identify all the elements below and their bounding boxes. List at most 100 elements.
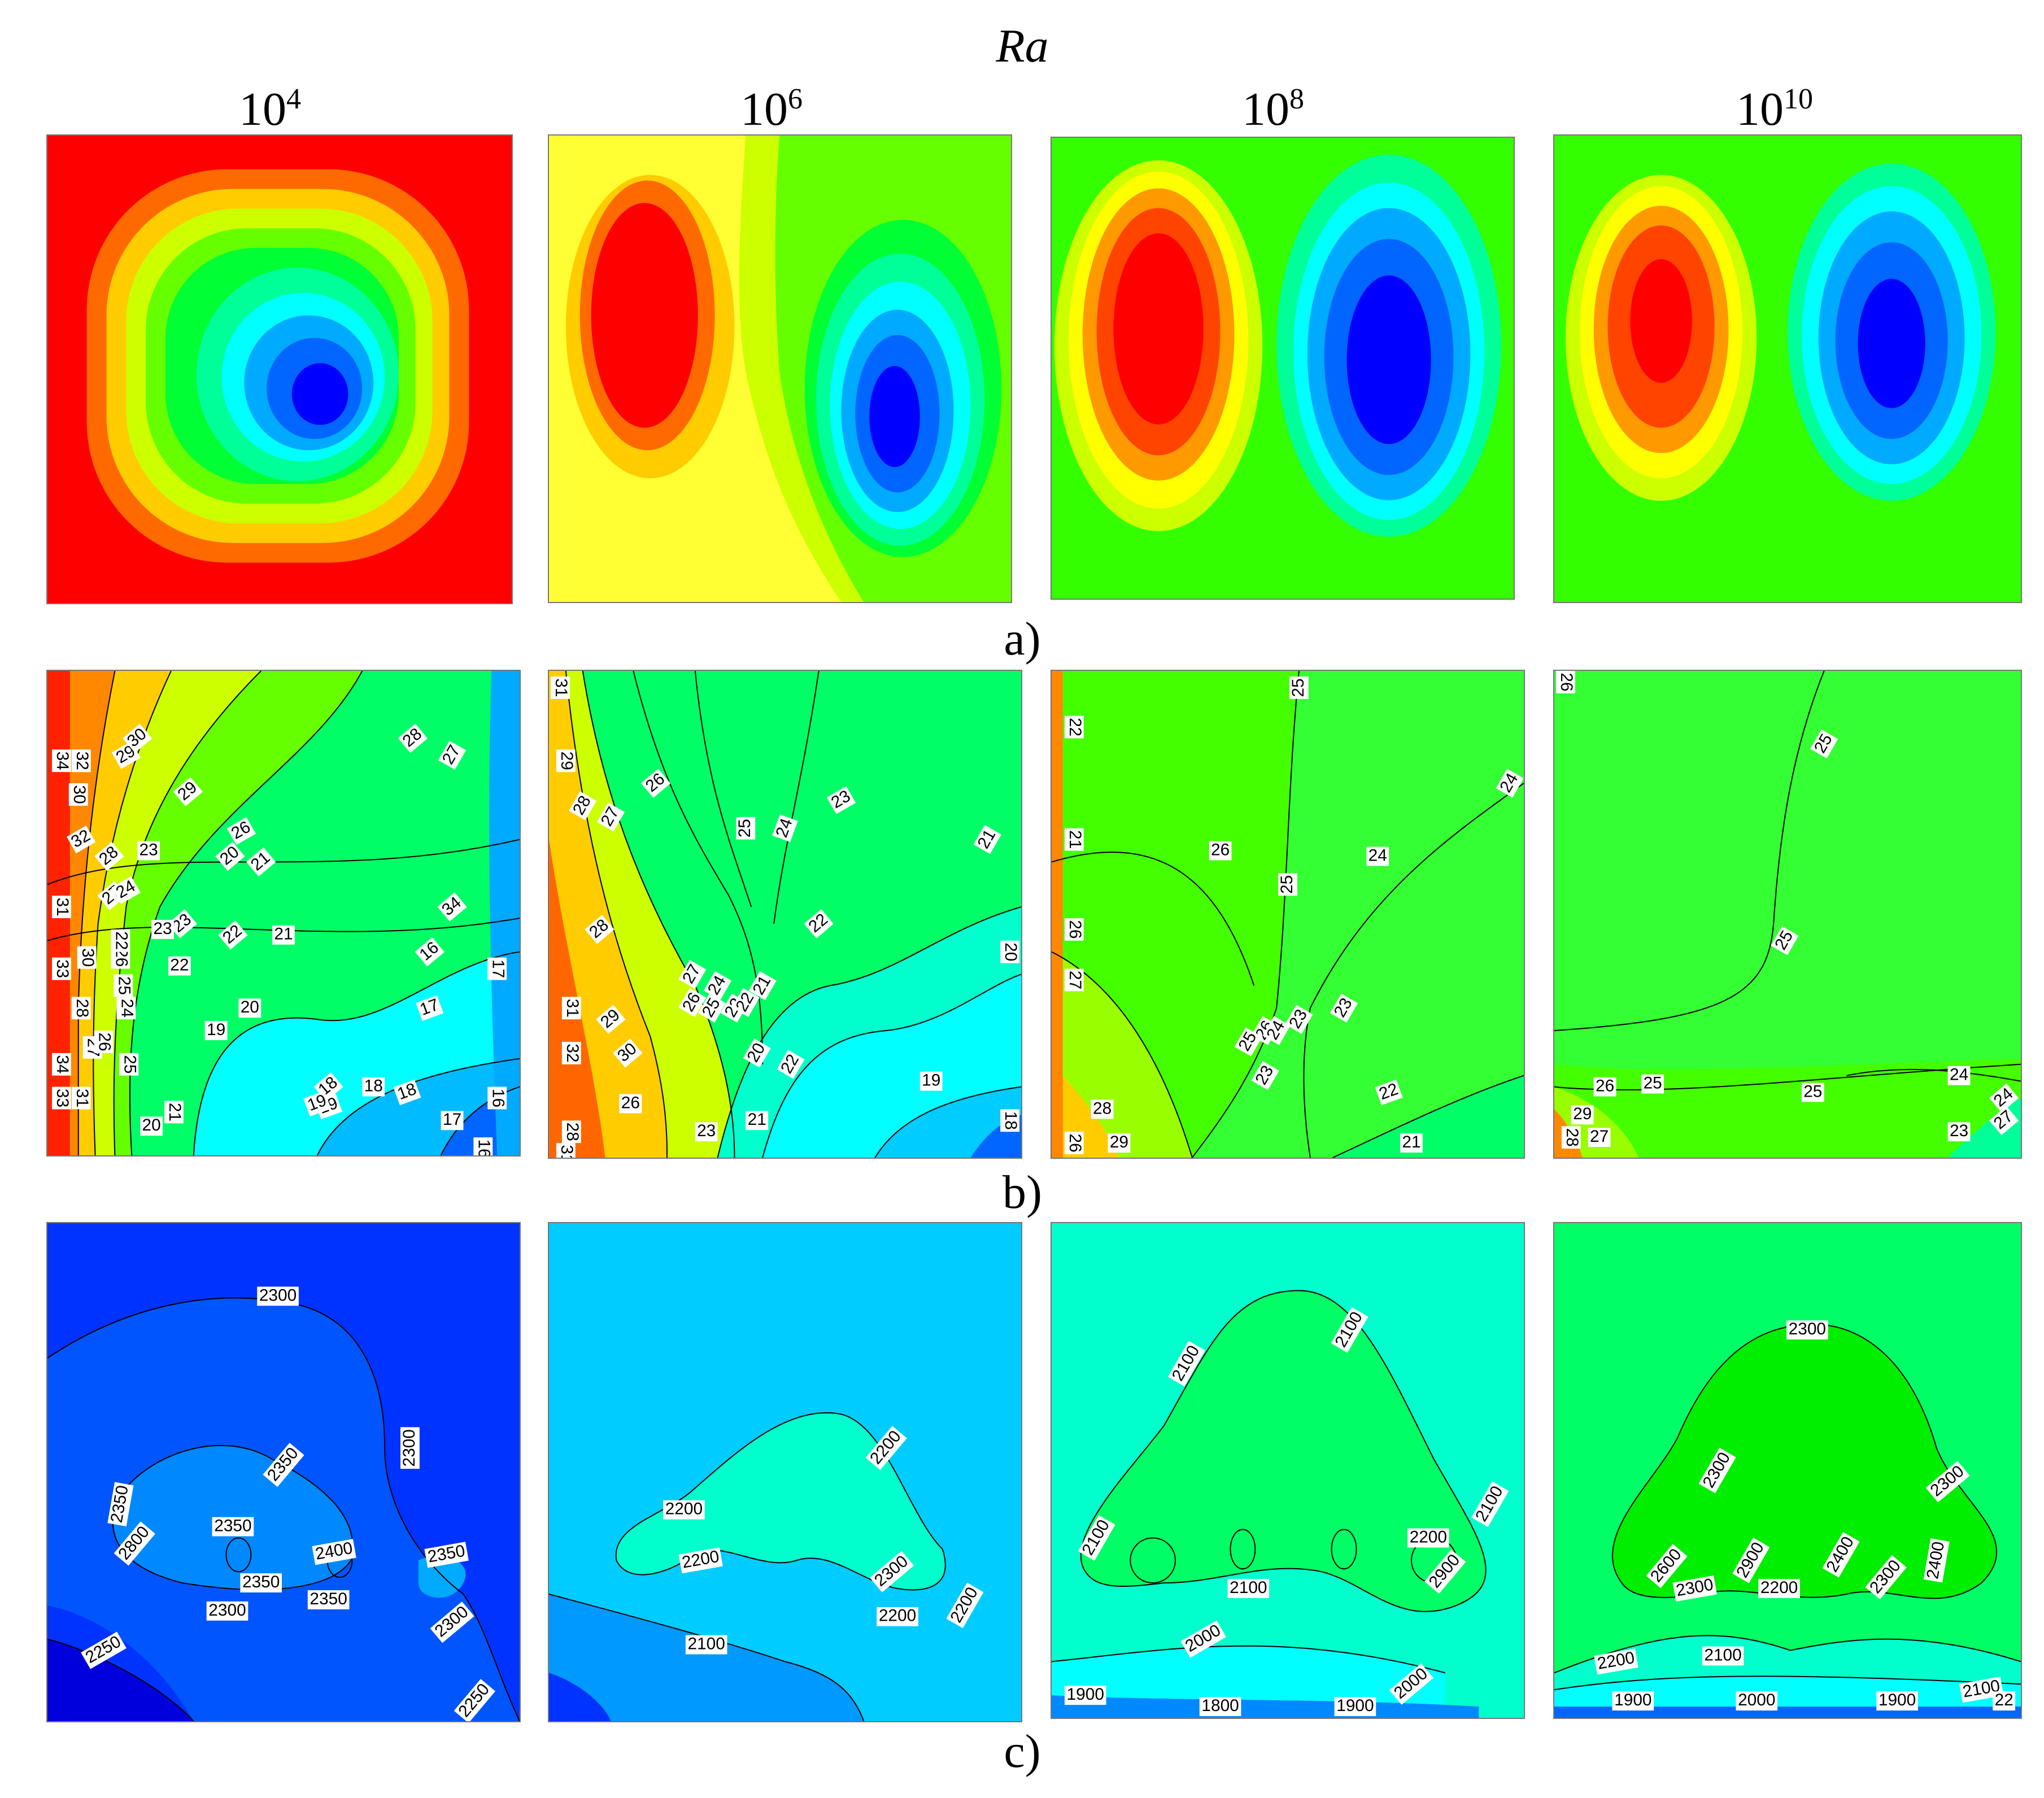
svg-text:26: 26 — [1066, 920, 1084, 939]
panel-a-4 — [1553, 134, 2022, 603]
svg-text:21: 21 — [1066, 830, 1084, 849]
contour-label: 28 — [561, 1120, 582, 1144]
contour-label: 25 — [1278, 873, 1297, 896]
svg-text:19: 19 — [922, 1071, 940, 1090]
contour-label: 2100 — [1227, 1578, 1270, 1598]
contour-label: 2100 — [685, 1635, 727, 1655]
contour-label: 17 — [487, 957, 507, 980]
contour-label: 2300 — [400, 1427, 420, 1469]
svg-text:24: 24 — [1950, 1066, 1968, 1084]
contour-label: 26 — [1555, 671, 1576, 693]
svg-text:31: 31 — [53, 897, 72, 916]
svg-text:16: 16 — [474, 1139, 493, 1155]
svg-text:31: 31 — [73, 1089, 91, 1107]
svg-text:25: 25 — [120, 1055, 139, 1073]
svg-text:17: 17 — [489, 959, 507, 978]
panel-a-2 — [548, 134, 1012, 603]
contour-label: 25 — [1801, 1082, 1824, 1102]
svg-text:1900: 1900 — [1879, 1691, 1916, 1709]
contour-label: 24 — [116, 997, 136, 1020]
contour-label: 18 — [362, 1076, 385, 1097]
svg-text:34: 34 — [53, 1055, 72, 1073]
contour-label: 21 — [1400, 1133, 1423, 1153]
svg-text:23: 23 — [140, 840, 158, 859]
svg-text:22: 22 — [112, 931, 130, 950]
contour-label: 17 — [441, 1110, 464, 1131]
contour-label: 2200 — [663, 1500, 705, 1520]
contour-label: 19 — [204, 1020, 228, 1040]
contour-label: 23 — [137, 840, 160, 861]
svg-text:2200: 2200 — [879, 1607, 916, 1625]
contour-label: 34 — [51, 1053, 72, 1076]
svg-text:2350: 2350 — [242, 1573, 280, 1591]
panel-a-3 — [1051, 137, 1515, 600]
contour-label: 18 — [1000, 1109, 1020, 1132]
contour-label: 20 — [1000, 940, 1020, 963]
contour-label: 2200 — [1407, 1528, 1449, 1548]
contour-label: 2200 — [877, 1607, 918, 1626]
svg-text:26: 26 — [621, 1093, 640, 1112]
svg-text:34: 34 — [53, 752, 72, 770]
svg-text:32: 32 — [73, 752, 91, 770]
contour-label: 29 — [556, 749, 576, 773]
svg-text:26: 26 — [1596, 1076, 1614, 1095]
svg-text:2200: 2200 — [665, 1500, 703, 1518]
contour-label: 25 — [1641, 1073, 1664, 1094]
column-heading-3: 108 — [1242, 83, 1304, 136]
row-label-a: a) — [1004, 613, 1041, 665]
svg-text:28: 28 — [73, 999, 91, 1018]
svg-text:26: 26 — [1211, 840, 1230, 859]
row-label-b: b) — [1003, 1166, 1042, 1219]
column-heading-4: 1010 — [1736, 83, 1813, 136]
panel-c-1: 2300 2300 2350 2350 2800 2400 2350 2350 2300 2250… — [46, 1222, 521, 1722]
contour-label: 26 — [1064, 918, 1084, 941]
svg-text:1900: 1900 — [1614, 1691, 1651, 1709]
svg-text:2300: 2300 — [259, 1286, 297, 1304]
panel-b-4: 25 25 24 25 24 26 25 29 28 27 26 23 27 — [1553, 670, 2022, 1159]
parameter-label: Ra — [996, 20, 1049, 72]
svg-text:16: 16 — [489, 1089, 507, 1107]
svg-text:30: 30 — [70, 785, 89, 804]
svg-text:2100: 2100 — [687, 1635, 725, 1653]
contour-label: 24 — [1947, 1066, 1971, 1085]
contour-label: 24 — [1366, 846, 1389, 866]
contour-label: 22 — [168, 955, 191, 976]
svg-text:23: 23 — [697, 1121, 716, 1140]
svg-text:29: 29 — [1110, 1133, 1128, 1151]
contour-label: 23 — [151, 919, 174, 939]
contour-label: 17 — [416, 995, 444, 1021]
svg-text:21: 21 — [165, 1103, 184, 1121]
contour-label: 2350 — [212, 1516, 254, 1537]
contour-label: 26 — [1064, 1132, 1084, 1155]
contour-label: 2300 — [206, 1601, 249, 1621]
svg-text:28: 28 — [1093, 1099, 1112, 1118]
svg-text:27: 27 — [1590, 1127, 1609, 1146]
svg-text:22: 22 — [170, 955, 189, 974]
contour-label: 21 — [1064, 828, 1084, 851]
svg-text:25: 25 — [1644, 1073, 1662, 1092]
panel-c-4: 2300 2300 2300 2600 2300 2900 2400 2300 2400 2200… — [1553, 1222, 2022, 1719]
svg-text:18: 18 — [1001, 1111, 1020, 1130]
svg-text:19: 19 — [207, 1020, 225, 1039]
svg-text:26: 26 — [1066, 1134, 1084, 1153]
contour-label: 22 — [1993, 1691, 2016, 1711]
svg-text:24: 24 — [117, 999, 136, 1018]
contour-label: 31 — [51, 896, 72, 918]
svg-text:28: 28 — [1563, 1128, 1581, 1147]
svg-text:32: 32 — [563, 1044, 582, 1062]
svg-text:25: 25 — [1289, 678, 1308, 697]
contour-label: 21 — [272, 925, 295, 945]
contour-label: 2100 — [1702, 1646, 1744, 1666]
panel-b-3: 25 26 25 24 23 22 21 27 26 25 24 23 23 22 21 26 28 29 26 24 — [1051, 670, 1525, 1159]
contour-label: 1900 — [1876, 1691, 1918, 1711]
contour-label: 30 — [77, 946, 97, 969]
svg-text:1800: 1800 — [1201, 1696, 1239, 1715]
svg-text:25: 25 — [1278, 875, 1296, 894]
contour-label: 1900 — [1612, 1691, 1654, 1711]
svg-text:18: 18 — [364, 1076, 383, 1095]
panel-c-2: 2200 2200 2200 2300 2200 2200 2100 — [548, 1222, 1022, 1722]
svg-text:21: 21 — [1402, 1133, 1420, 1151]
svg-text:31: 31 — [552, 678, 570, 697]
contour-label: 2350 — [307, 1590, 350, 1609]
svg-text:29: 29 — [1573, 1105, 1592, 1123]
